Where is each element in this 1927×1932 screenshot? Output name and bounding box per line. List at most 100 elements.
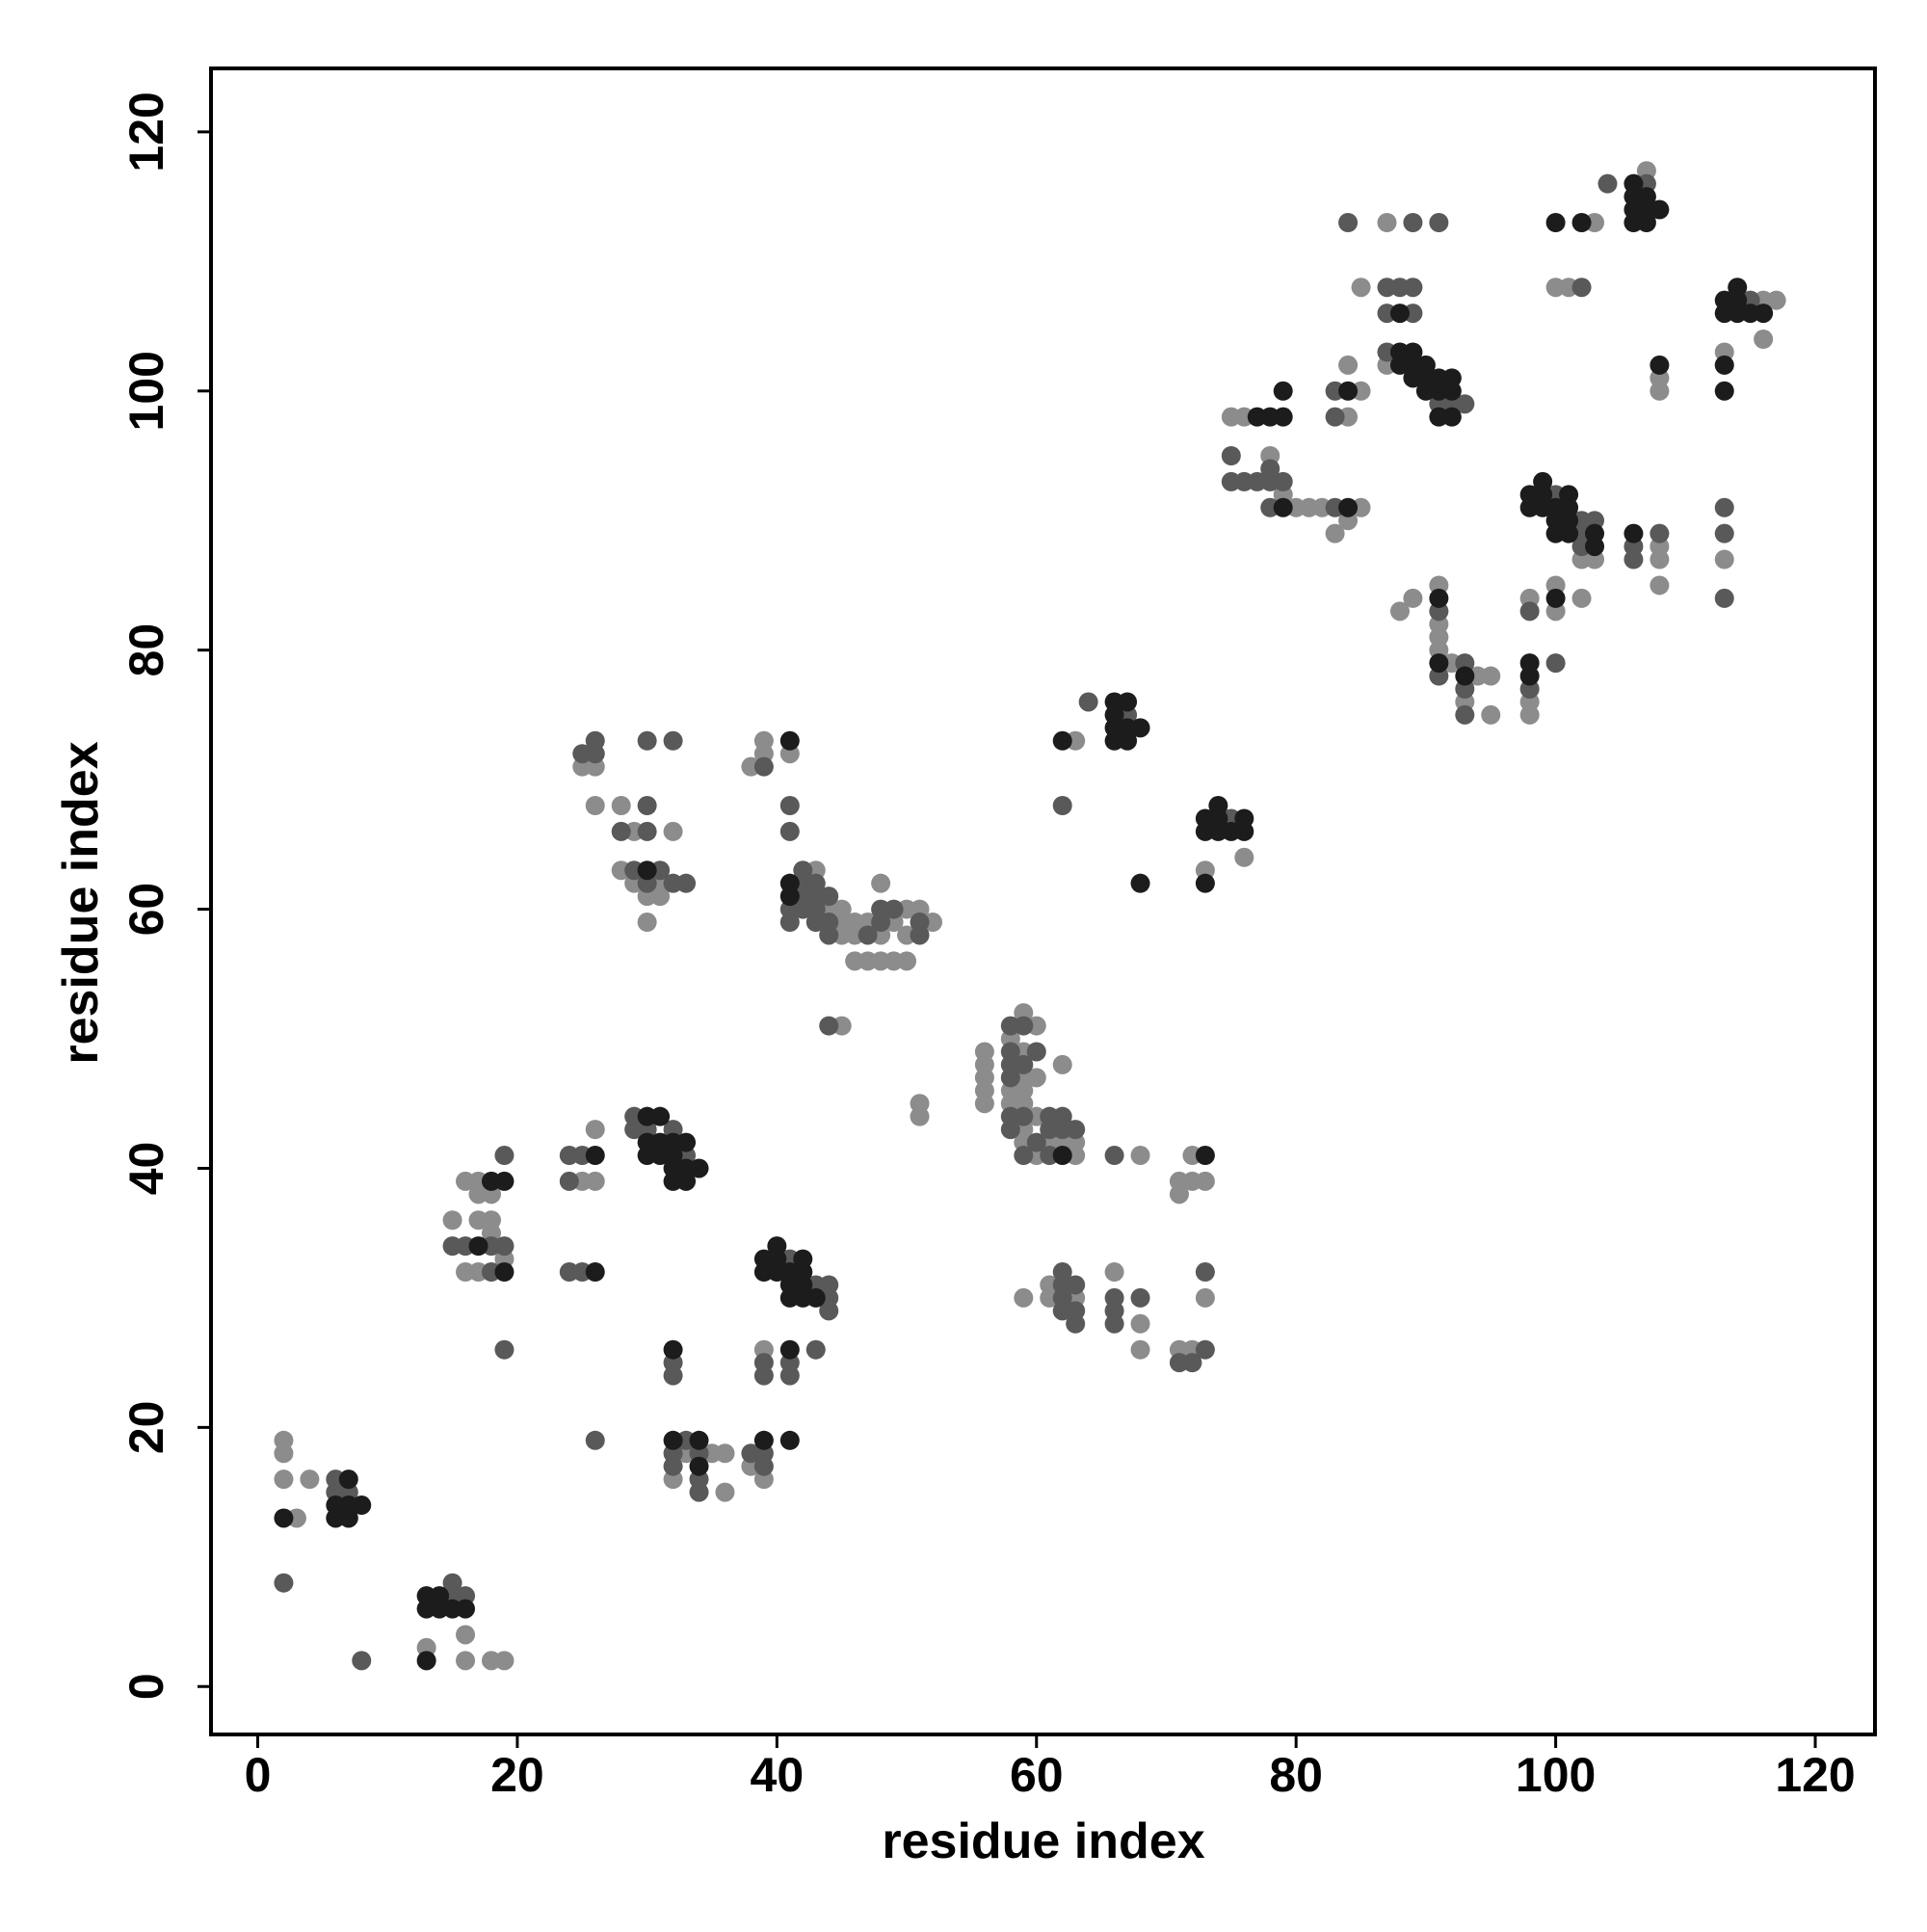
contact-point bbox=[1650, 523, 1670, 543]
contact-point bbox=[1052, 730, 1072, 751]
contact-point bbox=[689, 1456, 709, 1476]
contact-point bbox=[494, 1236, 515, 1257]
plot-frame bbox=[209, 66, 1877, 1736]
contact-point bbox=[1221, 445, 1241, 465]
contact-point bbox=[1338, 381, 1359, 401]
contact-point bbox=[1481, 704, 1501, 725]
contact-point bbox=[805, 1287, 826, 1308]
y-tick-label: 20 bbox=[119, 1401, 173, 1455]
contact-point bbox=[1650, 355, 1670, 375]
contact-point bbox=[1066, 1275, 1086, 1295]
contact-point bbox=[1403, 278, 1423, 298]
contact-point bbox=[1571, 212, 1592, 232]
contact-point bbox=[585, 1262, 605, 1283]
contact-point bbox=[456, 1651, 476, 1671]
contact-point bbox=[753, 1456, 774, 1476]
contact-point bbox=[650, 1106, 671, 1126]
contact-point bbox=[585, 1430, 605, 1450]
contact-point bbox=[1104, 1313, 1124, 1334]
contact-point bbox=[416, 1651, 436, 1671]
y-tick-label: 60 bbox=[119, 883, 173, 937]
contact-point bbox=[1130, 1339, 1150, 1360]
contact-point bbox=[1389, 601, 1410, 622]
contact-point bbox=[779, 1339, 800, 1360]
contact-point bbox=[1338, 355, 1359, 375]
contact-point bbox=[1389, 304, 1410, 324]
contact-point bbox=[1026, 1042, 1046, 1062]
contact-point bbox=[637, 730, 657, 751]
contact-point bbox=[858, 925, 878, 945]
contact-point bbox=[1338, 212, 1359, 232]
contact-point bbox=[1273, 381, 1293, 401]
contact-point bbox=[1714, 549, 1734, 569]
contact-point bbox=[1429, 212, 1449, 232]
contact-point bbox=[1066, 1313, 1086, 1334]
contact-point bbox=[1597, 173, 1618, 194]
contact-point bbox=[753, 1430, 774, 1450]
x-tick-label: 120 bbox=[1775, 1748, 1855, 1802]
contact-point bbox=[819, 925, 839, 945]
contact-point bbox=[637, 796, 657, 816]
contact-point bbox=[689, 1430, 709, 1450]
contact-point bbox=[637, 913, 657, 933]
contact-point bbox=[1351, 278, 1371, 298]
contact-point bbox=[689, 1158, 709, 1178]
contact-point bbox=[779, 730, 800, 751]
contact-point bbox=[676, 1171, 697, 1191]
contact-point bbox=[1650, 199, 1670, 220]
contact-point bbox=[274, 1443, 294, 1464]
contact-point bbox=[1118, 692, 1138, 712]
contact-point bbox=[753, 756, 774, 777]
contact-point bbox=[300, 1469, 320, 1490]
contact-point bbox=[456, 1599, 476, 1619]
contact-point bbox=[779, 796, 800, 816]
contact-point bbox=[1429, 653, 1449, 674]
contact-point bbox=[715, 1443, 735, 1464]
x-tick-label: 80 bbox=[1269, 1748, 1323, 1802]
contact-point bbox=[663, 821, 683, 841]
contact-point bbox=[637, 860, 657, 881]
contact-point bbox=[897, 951, 917, 971]
y-tick-label: 40 bbox=[119, 1142, 173, 1196]
y-tick-label: 100 bbox=[119, 351, 173, 431]
contact-point bbox=[1273, 471, 1293, 491]
contact-point bbox=[585, 1171, 605, 1191]
contact-point bbox=[1766, 290, 1786, 310]
contact-point bbox=[1325, 523, 1345, 543]
contact-point bbox=[274, 1469, 294, 1490]
y-tick-label: 80 bbox=[119, 623, 173, 677]
contact-point bbox=[1481, 666, 1501, 686]
contact-point bbox=[1234, 847, 1254, 867]
contact-point bbox=[637, 821, 657, 841]
contact-point bbox=[1403, 212, 1423, 232]
contact-point bbox=[456, 1625, 476, 1645]
contact-point bbox=[1014, 1106, 1034, 1126]
contact-point bbox=[663, 730, 683, 751]
contact-point bbox=[779, 1430, 800, 1450]
contact-point bbox=[494, 1339, 515, 1360]
contact-point bbox=[1118, 730, 1138, 751]
contact-point bbox=[1195, 1171, 1215, 1191]
contact-point bbox=[1429, 407, 1449, 427]
contact-point bbox=[442, 1210, 462, 1231]
contact-point bbox=[1130, 1287, 1150, 1308]
contact-point bbox=[650, 887, 671, 907]
contact-point bbox=[819, 887, 839, 907]
contact-point bbox=[352, 1651, 372, 1671]
contact-point bbox=[1545, 588, 1566, 608]
contact-point bbox=[1026, 1068, 1046, 1088]
contact-point bbox=[753, 1365, 774, 1386]
contact-point bbox=[1714, 523, 1734, 543]
contact-point bbox=[1519, 704, 1540, 725]
contact-point bbox=[1195, 873, 1215, 893]
contact-point bbox=[819, 1016, 839, 1036]
contact-point bbox=[338, 1508, 358, 1528]
contact-point bbox=[779, 913, 800, 933]
contact-point bbox=[1650, 381, 1670, 401]
contact-point bbox=[1026, 1132, 1046, 1152]
contact-point bbox=[559, 1171, 579, 1191]
y-tick-label: 120 bbox=[119, 92, 173, 172]
contact-point bbox=[1195, 1287, 1215, 1308]
contact-point bbox=[585, 1146, 605, 1166]
